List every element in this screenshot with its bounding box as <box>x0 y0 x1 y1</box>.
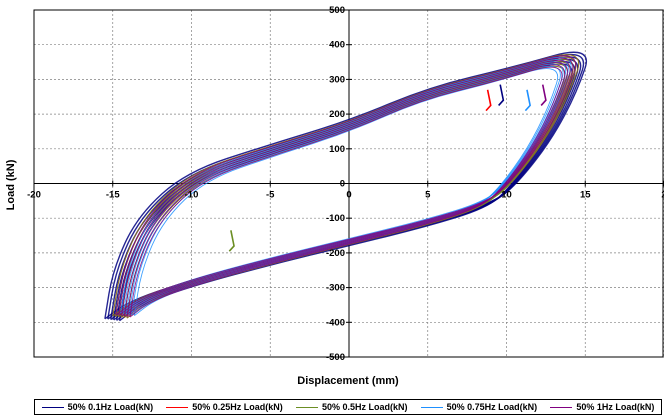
series-4-cycle-1 <box>126 64 566 318</box>
series-4-cycle-2 <box>123 62 568 317</box>
y-tick-label-10: -500 <box>326 352 345 363</box>
series-4 <box>115 55 576 318</box>
x-tick-label-2: -10 <box>185 190 199 201</box>
series-3-end-drop <box>524 89 531 112</box>
legend-label-2: 50% 0.5Hz Load(kN) <box>321 402 408 412</box>
y-axis-title: Load (kN) <box>5 159 17 210</box>
legend: 50% 0.1Hz Load(kN) 50% 0.25Hz Load(kN) 5… <box>34 399 662 415</box>
legend-swatch-3 <box>420 406 443 408</box>
x-axis-title: Displacement (mm) <box>297 375 399 387</box>
x-tick-label-0: -20 <box>27 190 41 201</box>
series-4-cycle-4 <box>118 57 574 316</box>
legend-item-3: 50% 0.75Hz Load(kN) <box>420 402 538 412</box>
y-tick-label-0: 500 <box>329 5 345 16</box>
legend-label-3: 50% 0.75Hz Load(kN) <box>446 402 538 412</box>
series-4-cycle-0 <box>129 66 563 318</box>
y-tick-label-2: 300 <box>329 74 345 85</box>
series-2-cycle-5 <box>112 54 580 317</box>
legend-item-2: 50% 0.5Hz Load(kN) <box>295 402 408 412</box>
x-tick-label-8: 2 <box>661 190 664 201</box>
y-tick-label-8: -300 <box>326 283 345 294</box>
legend-item-0: 50% 0.1Hz Load(kN) <box>41 402 154 412</box>
tick-labels: -20 -15 -10 -5 0 5 10 15 2 500 400 300 200 100 0 -100 -2… <box>27 5 664 363</box>
x-tick-label-3: -5 <box>266 190 275 201</box>
y-tick-label-5: 0 <box>340 179 345 190</box>
y-tick-label-6: -100 <box>326 213 345 224</box>
x-tick-label-7: 15 <box>580 190 591 201</box>
y-tick-label-1: 400 <box>329 40 345 51</box>
y-tick-label-3: 200 <box>329 109 345 120</box>
series-4-cycle-5 <box>115 55 576 316</box>
x-tick-label-1: -15 <box>106 190 120 201</box>
legend-swatch-0 <box>41 406 64 408</box>
legend-item-1: 50% 0.25Hz Load(kN) <box>166 402 283 412</box>
series-4-end-drop <box>540 84 547 106</box>
series-group <box>104 51 587 322</box>
y-tick-label-4: 100 <box>329 144 345 155</box>
legend-swatch-2 <box>295 406 318 408</box>
series-2-end-drop <box>228 230 235 252</box>
axes <box>33 9 664 358</box>
legend-label-4: 50% 1Hz Load(kN) <box>576 402 655 412</box>
legend-label-0: 50% 0.1Hz Load(kN) <box>67 402 154 412</box>
series-1-end-drop <box>485 89 492 112</box>
legend-item-4: 50% 1Hz Load(kN) <box>550 402 654 412</box>
x-tick-label-5: 5 <box>425 190 431 201</box>
y-tick-label-7: -200 <box>326 248 345 259</box>
series-4-cycle-3 <box>121 59 571 317</box>
legend-label-1: 50% 0.25Hz Load(kN) <box>192 402 283 412</box>
x-tick-label-6: 10 <box>501 190 512 201</box>
x-tick-label-4: 0 <box>346 190 351 201</box>
y-tick-label-9: -400 <box>326 317 345 328</box>
legend-swatch-4 <box>550 406 573 408</box>
series-0-end-drop <box>498 84 505 106</box>
legend-swatch-1 <box>166 406 189 408</box>
